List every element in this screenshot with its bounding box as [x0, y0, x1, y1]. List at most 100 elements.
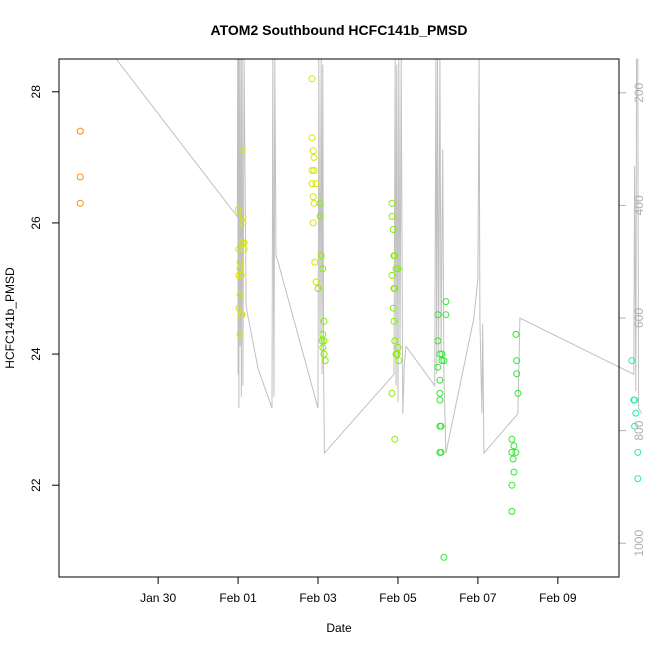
data-point: [442, 311, 450, 319]
x-tick-label: Feb 07: [459, 591, 497, 605]
data-point: [76, 127, 84, 135]
data-point: [319, 330, 327, 338]
x-tick-label: Jan 30: [140, 591, 176, 605]
data-point: [631, 396, 639, 404]
data-point: [440, 553, 448, 561]
data-point: [389, 304, 397, 312]
data-point: [316, 212, 324, 220]
data-point: [309, 193, 317, 201]
data-point: [236, 265, 244, 273]
data-point: [631, 422, 639, 430]
plot-frame: [58, 58, 620, 578]
right-tick-label: 400: [632, 195, 646, 215]
data-point: [510, 468, 518, 476]
data-point: [318, 337, 326, 345]
data-point: [440, 357, 448, 365]
data-point: [436, 389, 444, 397]
data-point: [391, 285, 399, 292]
data-point: [388, 271, 396, 279]
data-point: [392, 265, 400, 273]
data-point: [513, 357, 521, 365]
y-tick-label: 28: [29, 85, 43, 99]
data-point: [308, 180, 316, 188]
data-point: [76, 173, 84, 181]
data-point: [240, 239, 248, 247]
data-point: [235, 245, 243, 253]
axes: Jan 30 Feb 01 Feb 03 Feb 05 Feb 07 Feb 09 22 24…: [29, 82, 646, 605]
data-point: [628, 357, 636, 365]
data-point: [390, 317, 398, 325]
data-point: [388, 212, 396, 220]
data-point: [236, 291, 244, 299]
right-tick-label: 200: [632, 82, 646, 102]
data-point: [388, 389, 396, 397]
data-point: [389, 226, 397, 233]
data-point: [434, 337, 442, 345]
data-point: [234, 206, 242, 214]
data-point: [514, 389, 522, 397]
x-tick-label: Feb 03: [299, 591, 337, 605]
data-point: [513, 370, 521, 378]
data-point: [510, 442, 518, 450]
data-point: [308, 134, 316, 142]
data-point: [310, 153, 318, 161]
data-point: [310, 199, 318, 207]
data-point: [240, 245, 248, 253]
data-point: [321, 357, 329, 365]
data-point: [316, 199, 324, 207]
instrument-trace: [115, 58, 643, 455]
data-point: [508, 435, 516, 443]
data-point: [314, 285, 322, 292]
data-point: [312, 180, 320, 188]
y-tick-label: 24: [29, 347, 43, 361]
data-point: [391, 435, 399, 443]
data-point: [512, 330, 520, 338]
data-point: [239, 212, 247, 220]
x-tick-label: Feb 09: [539, 591, 577, 605]
data-point: [320, 350, 328, 358]
x-axis-label: Date: [326, 621, 352, 635]
data-point: [509, 455, 517, 463]
data-point: [309, 147, 317, 155]
data-point: [309, 219, 317, 227]
data-point: [438, 357, 446, 365]
data-point: [236, 330, 244, 338]
data-point: [238, 239, 246, 247]
right-tick-label: 1000: [632, 530, 646, 557]
data-point: [312, 278, 320, 286]
data-point: [319, 344, 327, 351]
data-point: [634, 448, 642, 456]
data-points: [76, 75, 642, 561]
data-point: [634, 475, 642, 483]
data-point: [395, 357, 403, 365]
data-point: [632, 409, 640, 417]
data-point: [388, 199, 396, 207]
data-point: [437, 422, 445, 430]
data-point: [76, 199, 84, 207]
x-tick-label: Feb 01: [219, 591, 257, 605]
y-tick-label: 26: [29, 216, 43, 230]
data-point: [436, 350, 444, 358]
trace-line: [115, 58, 643, 455]
data-point: [238, 147, 246, 155]
data-point: [394, 265, 402, 273]
data-point: [317, 252, 325, 260]
x-tick-label: Feb 05: [379, 591, 417, 605]
right-tick-label: 600: [632, 308, 646, 328]
data-point: [512, 448, 520, 456]
data-point: [310, 167, 318, 174]
data-point: [436, 376, 444, 384]
data-point: [508, 507, 516, 515]
data-point: [308, 167, 316, 174]
data-point: [508, 481, 516, 489]
right-tick-label: 800: [632, 420, 646, 440]
data-point: [320, 317, 328, 325]
data-point: [437, 448, 445, 456]
data-point: [391, 337, 399, 345]
data-point: [308, 75, 316, 83]
data-point: [442, 298, 450, 306]
data-point: [311, 258, 319, 266]
data-point: [391, 252, 399, 260]
data-point: [235, 304, 243, 312]
